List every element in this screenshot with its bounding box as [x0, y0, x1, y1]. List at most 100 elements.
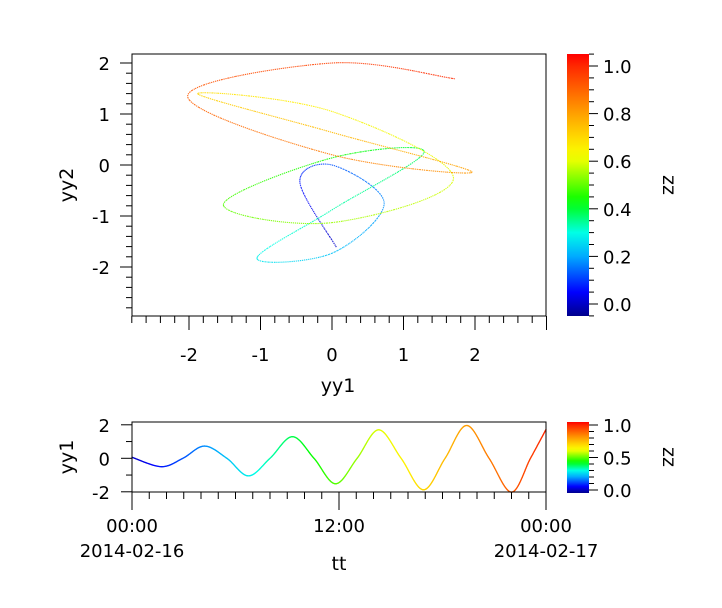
curve-segment: [225, 200, 227, 202]
curve-segment: [342, 220, 348, 221]
curve-segment: [415, 146, 421, 149]
curve-segment: [188, 92, 189, 94]
curve-segment: [381, 196, 382, 198]
curve-segment: [344, 136, 351, 138]
curve-segment: [379, 180, 384, 183]
curve-segment: [338, 134, 344, 136]
curve-segment: [343, 246, 346, 248]
curve-segment: [337, 249, 340, 251]
curve-segment: [369, 184, 372, 186]
y-tick-label: 0: [99, 156, 110, 177]
curve-segment: [343, 115, 349, 117]
curve-segment: [414, 71, 419, 72]
curve-segment: [328, 158, 332, 159]
curve-segment: [419, 72, 424, 73]
curve-segment: [300, 226, 304, 228]
curve-segment: [320, 63, 326, 64]
curve-segment: [248, 109, 255, 111]
curve-segment: [307, 105, 314, 107]
curve-segment: [250, 129, 258, 132]
curve-segment: [301, 165, 307, 167]
curve-segment: [257, 256, 258, 257]
curve-segment: [269, 220, 275, 221]
curve-segment: [319, 256, 323, 257]
curve-segment: [361, 151, 366, 152]
curve-segment: [258, 255, 259, 256]
curve-segment: [256, 97, 263, 98]
curve-segment: [312, 149, 319, 151]
curve-segment: [299, 123, 306, 125]
curve-segment: [328, 210, 332, 212]
curve-segment: [422, 149, 423, 150]
y-axis-label: yy1: [56, 440, 78, 475]
curve-segment: [407, 204, 413, 206]
curve-segment: [234, 106, 241, 108]
colorbar-tick-label: 1.0: [603, 57, 632, 78]
colorbar: [567, 54, 589, 316]
curve-segment: [314, 212, 316, 215]
x-tick-time: 00:00: [520, 516, 572, 537]
curve-segment: [338, 113, 344, 115]
curve-segment: [361, 233, 364, 235]
curve-segment: [397, 167, 405, 168]
curve-segment: [289, 169, 295, 171]
curve-segment: [239, 214, 243, 215]
curve-segment: [278, 100, 285, 101]
curve-segment: [291, 66, 299, 67]
curve-segment: [259, 253, 261, 254]
curve-segment: [405, 168, 413, 169]
colorbar-tick-label: 0.8: [603, 105, 632, 126]
colorbar-tick-label: 0.5: [603, 449, 632, 470]
curve-segment: [332, 208, 336, 210]
curve-segment: [373, 144, 381, 146]
curve-segment: [312, 162, 317, 164]
curve-segment: [204, 97, 208, 98]
curve-segment: [461, 168, 465, 169]
curve-segment: [232, 194, 236, 196]
curve-segment: [404, 152, 412, 154]
curve-segment: [382, 209, 383, 211]
x-tick-date: 2014-02-17: [494, 541, 599, 562]
curve-segment: [192, 89, 195, 91]
curve-segment: [320, 108, 326, 110]
curve-segment: [303, 172, 304, 173]
curve-segment: [288, 233, 292, 235]
curve-segment: [424, 73, 429, 74]
curve-segment: [381, 149, 386, 150]
curve-segment: [326, 153, 332, 155]
curve-segment: [275, 68, 283, 69]
curve-segment: [373, 221, 375, 223]
curve-segment: [366, 162, 374, 163]
curve-segment: [312, 209, 314, 212]
curve-segment: [302, 191, 303, 194]
curve-segment: [393, 172, 398, 175]
x-tick-label: 2: [469, 345, 480, 366]
curve-segment: [243, 73, 251, 74]
curve-segment: [432, 156, 437, 159]
curve-segment: [298, 65, 305, 66]
curve-segment: [394, 208, 401, 210]
curve-segment: [311, 258, 315, 259]
curve-segment: [188, 94, 189, 96]
curve-segment: [332, 252, 335, 253]
curve-segment: [212, 99, 217, 100]
curve-segment: [236, 75, 244, 77]
curve-segment: [408, 70, 413, 71]
curve-segment: [363, 189, 368, 192]
curve-segment: [270, 245, 273, 247]
curve-segment: [340, 203, 344, 206]
curve-segment: [387, 210, 394, 212]
curve-segment: [332, 111, 338, 113]
curve-segment: [396, 137, 403, 140]
curve-segment: [352, 173, 355, 175]
curve-segment: [334, 244, 335, 246]
curve-segment: [188, 98, 189, 100]
curve-segment: [326, 110, 332, 112]
y-tick-label: -2: [92, 483, 110, 504]
curve-segment: [334, 166, 336, 167]
curve-segment: [314, 165, 316, 166]
curve-segment: [301, 188, 302, 191]
curve-segment: [259, 71, 267, 72]
curve-segment: [318, 160, 323, 162]
